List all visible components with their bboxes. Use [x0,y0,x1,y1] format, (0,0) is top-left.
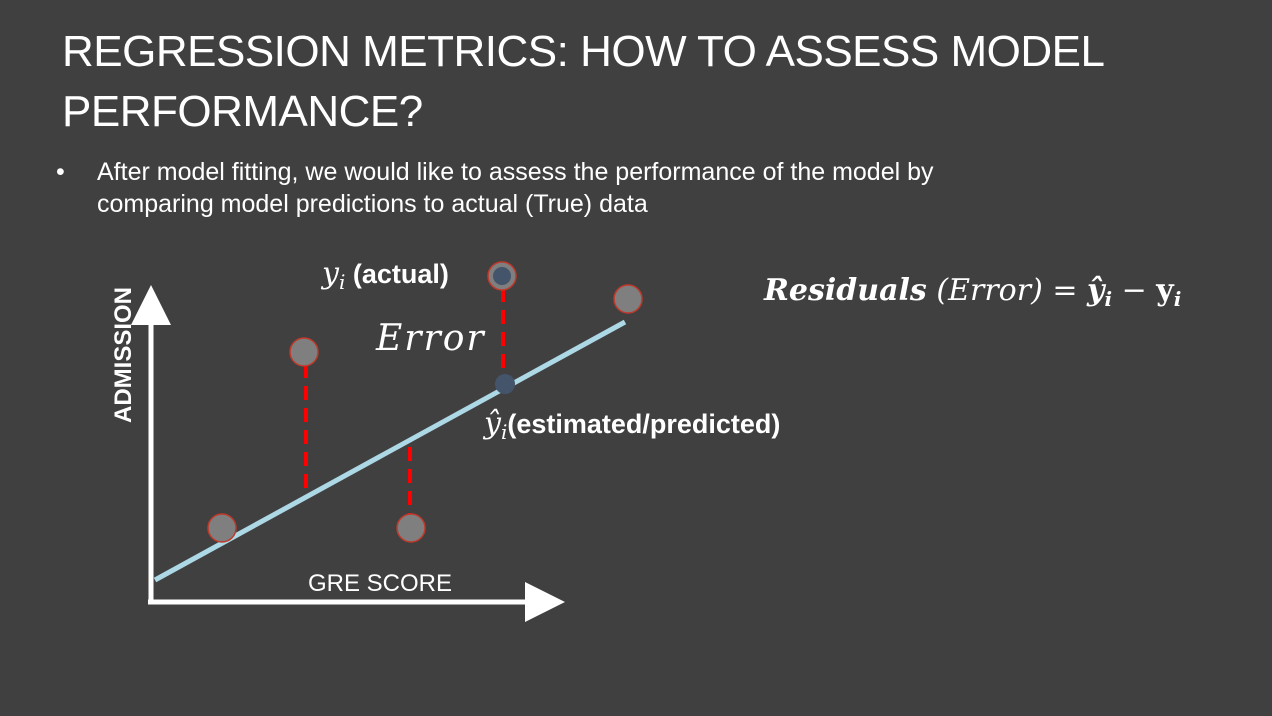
formula-minus: − [1122,273,1147,308]
predicted-text: (estimated/predicted) [507,409,780,439]
predicted-symbol: ŷ [482,406,502,441]
data-point [207,513,237,543]
actual-point-inner [493,267,511,285]
actual-subscript: i [339,270,345,294]
formula-y-subscript: i [1174,287,1182,311]
title-line-2: PERFORMANCE? [62,87,423,136]
data-point [613,284,643,314]
predicted-label: ŷi(estimated/predicted) [482,406,780,444]
formula-yhat: ŷ [1086,273,1107,308]
bullet-text: After model fitting, we would like to as… [97,156,1176,220]
formula-lhs: Residuals [763,273,927,308]
bullet-marker: • [56,158,65,186]
formula-y: y [1155,273,1175,308]
residuals-formula: Residuals (Error) = ŷi − yi [763,273,1181,314]
data-point [289,337,319,367]
slide-title: REGRESSION METRICS: HOW TO ASSESS MODEL … [62,22,1162,142]
error-label: Error [375,318,486,359]
bullet-line-1: After model fitting, we would like to as… [97,158,934,186]
y-axis-label: ADMISSION [110,287,137,423]
title-line-1: REGRESSION METRICS: HOW TO ASSESS MODEL [62,27,1105,76]
data-point [396,513,426,543]
bullet-line-2: comparing model predictions to actual (T… [97,190,648,218]
formula-yhat-subscript: i [1104,287,1112,311]
actual-symbol: y [320,256,340,291]
actual-label: yi (actual) [320,256,449,294]
predicted-subscript: i [501,420,507,444]
x-axis-label: GRE SCORE [308,570,452,597]
bullet-point: • After model fitting, we would like to … [56,156,1176,220]
predicted-point [495,374,515,394]
formula-paren: (Error) [936,273,1042,308]
actual-text: (actual) [345,259,449,289]
formula-equals: = [1052,273,1077,308]
